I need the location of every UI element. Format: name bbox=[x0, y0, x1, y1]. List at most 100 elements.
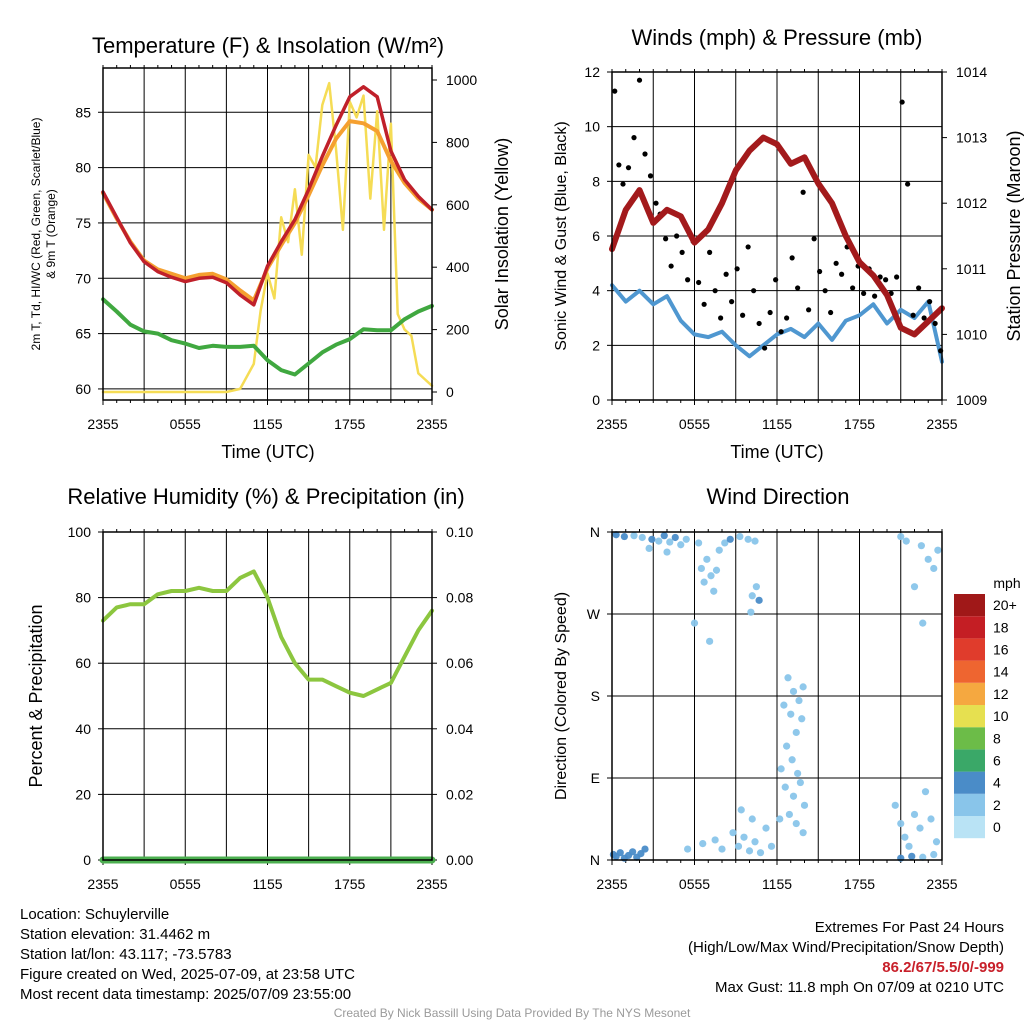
direction-point bbox=[897, 532, 905, 541]
gust-point bbox=[762, 345, 768, 351]
gust-point bbox=[712, 288, 718, 294]
extremes-info: Extremes For Past 24 Hours (High/Low/Max… bbox=[688, 918, 1004, 998]
plot-border bbox=[102, 67, 433, 401]
y-tick-label: 60 bbox=[75, 655, 91, 671]
direction-point bbox=[901, 833, 909, 841]
gust-point bbox=[921, 315, 927, 321]
gust-point bbox=[679, 249, 685, 255]
gust-point bbox=[612, 88, 618, 94]
y-tick-label: 8 bbox=[592, 173, 600, 189]
y-tick-label: 40 bbox=[75, 721, 91, 737]
y-tick-label: S bbox=[591, 688, 600, 704]
direction-point bbox=[908, 852, 916, 860]
y-right-axis-title: Station Pressure (Maroon) bbox=[1004, 130, 1024, 341]
x-tick-label: 2355 bbox=[87, 416, 118, 432]
y-right-tick-label: 0 bbox=[446, 384, 454, 400]
direction-point bbox=[751, 838, 759, 846]
direction-point bbox=[780, 701, 788, 709]
direction-point bbox=[787, 710, 795, 718]
x-tick-label: 1755 bbox=[334, 416, 365, 432]
y-tick-label: 60 bbox=[75, 381, 91, 397]
colorbar-swatch bbox=[954, 616, 985, 639]
gust-point bbox=[784, 315, 790, 321]
station-info: Location: Schuylerville Station elevatio… bbox=[20, 905, 355, 1005]
figure-created: Figure created on Wed, 2025-07-09, at 23… bbox=[20, 966, 355, 983]
colorbar-swatch bbox=[954, 682, 985, 705]
y-right-tick-label: 1012 bbox=[956, 195, 987, 211]
extremes-legend: (High/Low/Max Wind/Precipitation/Snow De… bbox=[688, 939, 1004, 956]
y-right-tick-label: 600 bbox=[446, 197, 470, 213]
gust-point bbox=[668, 263, 674, 269]
series-line-td bbox=[101, 297, 434, 377]
direction-point bbox=[796, 778, 804, 787]
colorbar-label: 20+ bbox=[993, 597, 1017, 613]
direction-point bbox=[919, 619, 927, 627]
colorbar-label: 16 bbox=[993, 642, 1009, 658]
direction-point bbox=[641, 845, 649, 853]
y-tick-label: W bbox=[587, 606, 601, 622]
direction-point bbox=[747, 608, 755, 616]
y-axis-title: Direction (Colored By Speed) bbox=[553, 592, 570, 800]
y-tick-label: 12 bbox=[584, 64, 600, 80]
gust-point bbox=[767, 309, 773, 316]
gust-point bbox=[616, 162, 622, 168]
direction-point bbox=[800, 801, 809, 809]
direction-point bbox=[671, 533, 679, 542]
y-tick-label: 80 bbox=[75, 160, 91, 176]
direction-point bbox=[711, 836, 719, 844]
direction-point bbox=[799, 683, 807, 691]
direction-point bbox=[798, 715, 806, 723]
data-timestamp: Most recent data timestamp: 2025/07/09 2… bbox=[20, 986, 352, 1003]
direction-point bbox=[781, 783, 789, 791]
x-tick-label: 1755 bbox=[844, 416, 875, 432]
colorbar-label: 10 bbox=[993, 708, 1009, 724]
colorbar-title: mph bbox=[993, 575, 1020, 591]
x-tick-label: 1155 bbox=[762, 876, 792, 892]
direction-point bbox=[744, 535, 752, 543]
gust-point bbox=[625, 165, 632, 171]
gust-point bbox=[789, 255, 795, 261]
speed-colorbar: 0 2 4 6 8 10 12 14 16 18 20+ mph bbox=[954, 575, 1021, 839]
gust-point bbox=[631, 135, 637, 141]
gust-point bbox=[861, 290, 867, 296]
plot-border bbox=[611, 71, 943, 401]
direction-point bbox=[655, 537, 663, 545]
panel-1: 2355 0555 1155 1755 2355 60 65 70 75 80 85 0 200 400 6… bbox=[29, 33, 512, 462]
direction-point bbox=[660, 532, 668, 540]
direction-point bbox=[934, 546, 942, 554]
panel-2: 2355 0555 1155 1755 235502468101210091010101… bbox=[553, 25, 1024, 462]
direction-point bbox=[788, 756, 796, 764]
direction-point bbox=[794, 769, 802, 778]
gust-point bbox=[734, 266, 740, 272]
direction-point bbox=[737, 806, 745, 814]
gust-point bbox=[806, 307, 812, 313]
chart-title: Relative Humidity (%) & Precipitation (i… bbox=[67, 484, 464, 509]
x-tick-label: 2355 bbox=[416, 876, 447, 892]
y-right-tick-label: 1000 bbox=[446, 72, 477, 88]
direction-point bbox=[715, 546, 723, 554]
colorbar-label: 8 bbox=[993, 730, 1001, 746]
direction-point bbox=[666, 538, 674, 546]
y-axis-title: Sonic Wind & Gust (Blue, Black) bbox=[553, 121, 570, 350]
gust-point bbox=[795, 285, 801, 291]
direction-point bbox=[795, 696, 803, 705]
gust-point bbox=[839, 271, 845, 277]
gust-point bbox=[685, 277, 691, 283]
y-right-tick-label: 400 bbox=[446, 259, 470, 275]
direction-point bbox=[707, 572, 715, 580]
direction-point bbox=[734, 842, 743, 850]
direction-point bbox=[921, 788, 930, 796]
direction-point bbox=[729, 829, 737, 837]
gust-point bbox=[817, 268, 823, 275]
y-right-tick-label: 0.10 bbox=[446, 524, 473, 540]
direction-point bbox=[752, 583, 760, 591]
direction-point bbox=[736, 532, 744, 541]
direction-point bbox=[905, 842, 913, 850]
y-tick-label: E bbox=[591, 770, 600, 786]
direction-point bbox=[663, 548, 671, 556]
x-tick-label: 2355 bbox=[926, 876, 957, 892]
direction-point bbox=[645, 544, 653, 553]
y-tick-label: 65 bbox=[75, 326, 91, 342]
y-right-tick-label: 1011 bbox=[956, 261, 986, 277]
y-right-tick-label: 800 bbox=[446, 134, 470, 150]
